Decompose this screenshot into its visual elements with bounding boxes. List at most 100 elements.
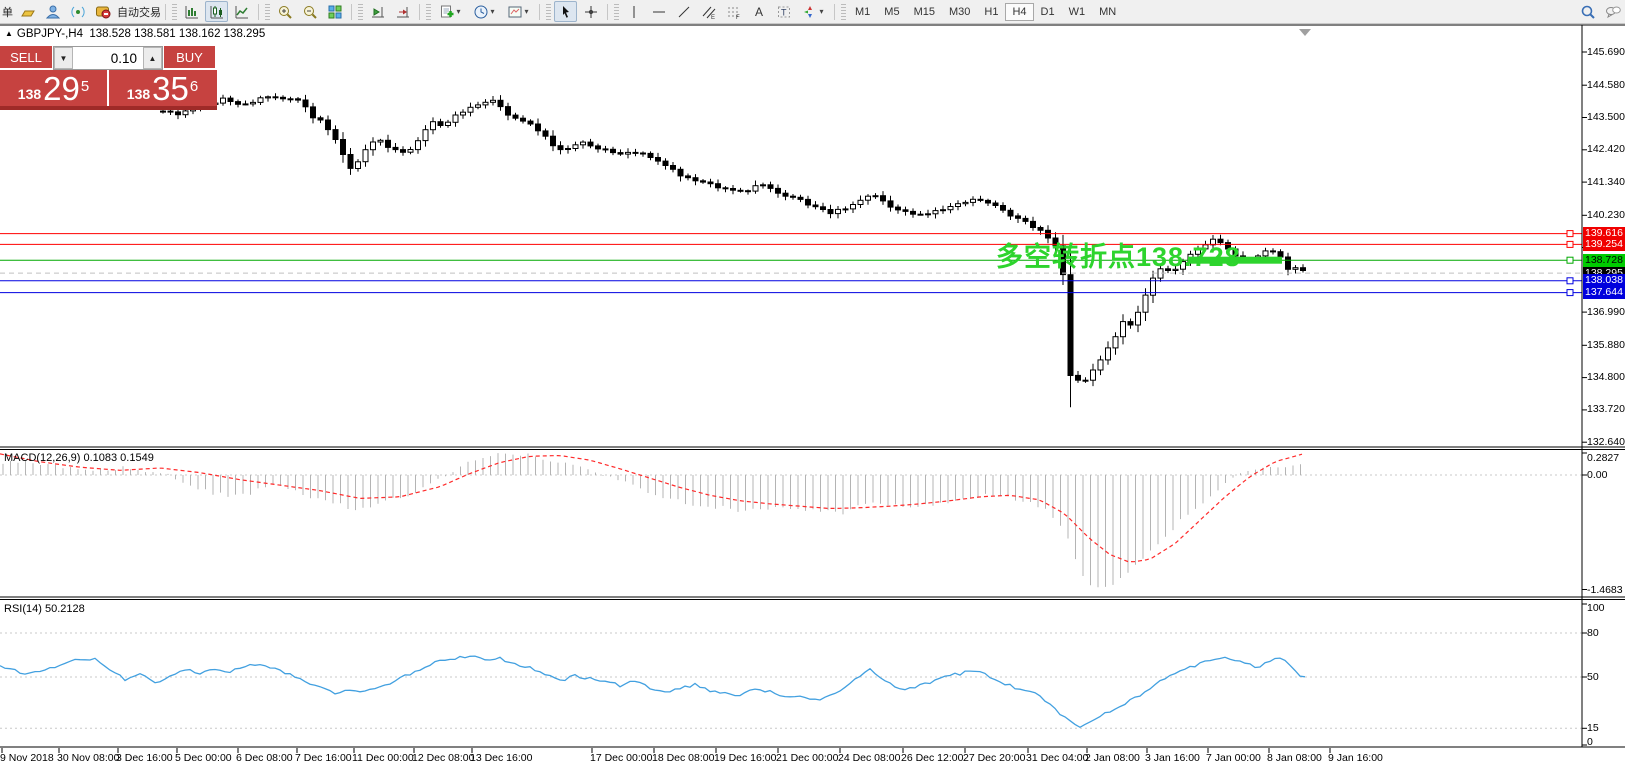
price-axis-tick: 141.340 xyxy=(1587,175,1625,188)
buy-button[interactable]: BUY xyxy=(164,46,215,70)
toolbar-separator xyxy=(165,3,166,20)
buy-price-sup: 6 xyxy=(189,78,199,95)
crosshair-button[interactable] xyxy=(579,1,602,22)
price-axis-tick: 135.880 xyxy=(1587,338,1625,351)
chat-button[interactable] xyxy=(1601,1,1624,22)
shapes-button[interactable]: ▾ xyxy=(797,1,829,22)
new-order-button[interactable]: ▾ xyxy=(434,1,466,22)
time-axis-label: 12 Dec 08:00 xyxy=(412,752,475,764)
dropdown-arrow-icon[interactable]: ▾ xyxy=(819,7,824,16)
price-axis-tick: 144.580 xyxy=(1587,78,1625,91)
bar-chart-button[interactable] xyxy=(180,1,203,22)
price-axis-tick: 132.640 xyxy=(1587,435,1625,448)
buy-price-prefix: 138 xyxy=(126,86,151,102)
signal-icon[interactable] xyxy=(66,1,89,22)
horizontal-line-button[interactable] xyxy=(647,1,670,22)
auto-scroll-button[interactable] xyxy=(366,1,389,22)
trendline-button[interactable] xyxy=(672,1,695,22)
time-axis-label: 2 Jan 08:00 xyxy=(1085,752,1140,764)
time-axis-label: 30 Nov 08:00 xyxy=(57,752,120,764)
zoom-out-button[interactable] xyxy=(298,1,321,22)
dropdown-arrow-icon[interactable]: ▾ xyxy=(456,7,461,16)
gold-icon[interactable] xyxy=(16,1,39,22)
time-axis-label: 19 Dec 16:00 xyxy=(714,752,777,764)
time-axis-label: 6 Dec 08:00 xyxy=(236,752,293,764)
symbol-period-label: GBPJPY-,H4 xyxy=(16,28,83,40)
panel-bottom-strip xyxy=(0,106,217,110)
toolbar-drag-handle xyxy=(426,3,431,20)
sell-price-big: 29 xyxy=(43,70,80,107)
time-axis-label: 11 Dec 00:00 xyxy=(352,752,414,764)
sell-button[interactable]: SELL xyxy=(0,46,52,70)
sell-price-sup: 5 xyxy=(80,78,90,95)
vertical-line-button[interactable] xyxy=(622,1,645,22)
volume-decrease-button[interactable]: ▼ xyxy=(54,47,73,69)
chart-shift-button[interactable] xyxy=(391,1,414,22)
time-axis-label: 7 Jan 00:00 xyxy=(1206,752,1261,764)
timeframe-h4-button[interactable]: H4 xyxy=(1005,2,1034,21)
timeframe-mn-button[interactable]: MN xyxy=(1099,5,1117,18)
search-button[interactable] xyxy=(1576,1,1599,22)
tile-windows-button[interactable] xyxy=(323,1,346,22)
price-divider xyxy=(107,70,109,106)
svg-text:F: F xyxy=(736,15,740,20)
time-axis-label: 21 Dec 00:00 xyxy=(776,752,839,764)
toolbar-separator xyxy=(258,3,259,20)
timeframe-d1-button[interactable]: D1 xyxy=(1040,5,1055,18)
text-button[interactable]: A xyxy=(747,1,770,22)
time-axis-label: 9 Nov 2018 xyxy=(0,752,54,764)
rsi-axis-tick: 15 xyxy=(1587,722,1599,735)
time-axis-label: 26 Dec 12:00 xyxy=(901,752,964,764)
price-axis-tick: 145.690 xyxy=(1587,45,1625,58)
main-toolbar: 单 自动交易 ▾ ▾ ▾ E F A T ▾ M1 M5 M15 M30 H1 H4 D1 W1 MN xyxy=(0,0,1625,24)
timeframe-h1-button[interactable]: H1 xyxy=(984,5,999,18)
collapse-arrow-icon[interactable]: ▲ xyxy=(5,29,13,38)
price-axis-tick: 140.230 xyxy=(1587,208,1625,221)
fibonacci-button[interactable]: F xyxy=(722,1,745,22)
toolbar-separator xyxy=(419,3,420,20)
timeframe-m1-button[interactable]: M1 xyxy=(855,5,871,18)
toolbar-drag-handle xyxy=(614,3,619,20)
community-icon[interactable] xyxy=(41,1,64,22)
toolbar-separator xyxy=(539,3,540,20)
auto-trading-label[interactable]: 自动交易 xyxy=(117,6,161,19)
candlestick-chart-button[interactable] xyxy=(205,1,228,22)
cursor-button[interactable] xyxy=(554,1,577,22)
period-button[interactable]: ▾ xyxy=(468,1,500,22)
volume-increase-button[interactable]: ▲ xyxy=(143,47,162,69)
zoom-in-button[interactable] xyxy=(273,1,296,22)
time-axis-label: 3 Jan 16:00 xyxy=(1145,752,1200,764)
sell-price[interactable]: 138 29 5 xyxy=(0,70,107,106)
buy-price-big: 35 xyxy=(152,70,189,107)
macd-indicator-label: MACD(12,26,9) 0.1083 0.1549 xyxy=(4,452,154,464)
chart-title: ▲ GBPJPY-,H4 138.528 138.581 138.162 138.… xyxy=(5,28,265,40)
macd-axis-tick: -1.4683 xyxy=(1587,583,1623,596)
buy-price[interactable]: 138 35 6 xyxy=(109,70,216,106)
toolbar-separator xyxy=(351,3,352,20)
rsi-indicator-label: RSI(14) 50.2128 xyxy=(4,603,85,615)
dropdown-arrow-icon[interactable]: ▾ xyxy=(490,7,495,16)
price-line-label: 137.644 xyxy=(1583,286,1625,300)
timeframe-m5-button[interactable]: M5 xyxy=(884,5,900,18)
toolbar-drag-handle xyxy=(546,3,551,20)
one-click-trade-panel: SELL ▼ 0.10 ▲ BUY 138 29 5 138 35 6 xyxy=(0,46,217,110)
price-line-label: 139.616 xyxy=(1583,227,1625,241)
rsi-axis-tick: 0 xyxy=(1587,736,1593,748)
timeframe-m30-button[interactable]: M30 xyxy=(948,5,971,18)
label-button[interactable]: T xyxy=(772,1,795,22)
time-axis-label: 8 Jan 08:00 xyxy=(1267,752,1322,764)
channel-button[interactable]: E xyxy=(697,1,720,22)
template-button[interactable]: ▾ xyxy=(502,1,534,22)
auto-trading-button[interactable] xyxy=(91,1,114,22)
timeframe-m15-button[interactable]: M15 xyxy=(913,5,935,18)
line-chart-button[interactable] xyxy=(230,1,253,22)
macd-axis-tick: 0.00 xyxy=(1587,469,1608,481)
time-axis-label: 31 Dec 04:00 xyxy=(1026,752,1089,764)
price-line-label: 139.254 xyxy=(1583,237,1625,251)
volume-input[interactable]: 0.10 xyxy=(110,50,137,66)
timeframe-w1-button[interactable]: W1 xyxy=(1068,5,1086,18)
sell-price-prefix: 138 xyxy=(17,86,42,102)
dropdown-arrow-icon[interactable]: ▾ xyxy=(524,7,529,16)
toolbar-drag-handle xyxy=(172,3,177,20)
